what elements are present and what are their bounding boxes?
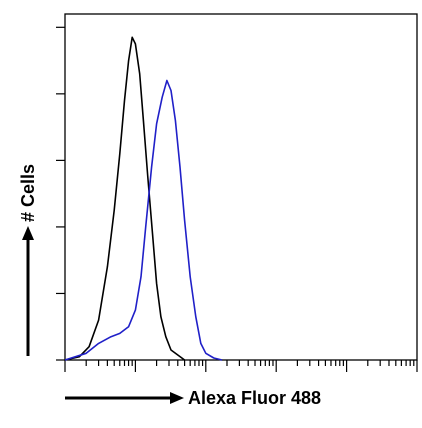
plot-frame bbox=[64, 13, 418, 361]
series-line-1 bbox=[64, 36, 186, 361]
y-axis-label: # Cells bbox=[18, 164, 38, 222]
x-axis-label: Alexa Fluor 488 bbox=[188, 388, 321, 408]
y-axis-ticks bbox=[56, 26, 65, 361]
x-axis-arrow-head bbox=[170, 392, 184, 404]
series-layer bbox=[64, 36, 223, 361]
series-line-2 bbox=[64, 79, 223, 361]
x-axis-ticks bbox=[64, 360, 418, 372]
y-axis-arrow-head bbox=[22, 226, 34, 240]
